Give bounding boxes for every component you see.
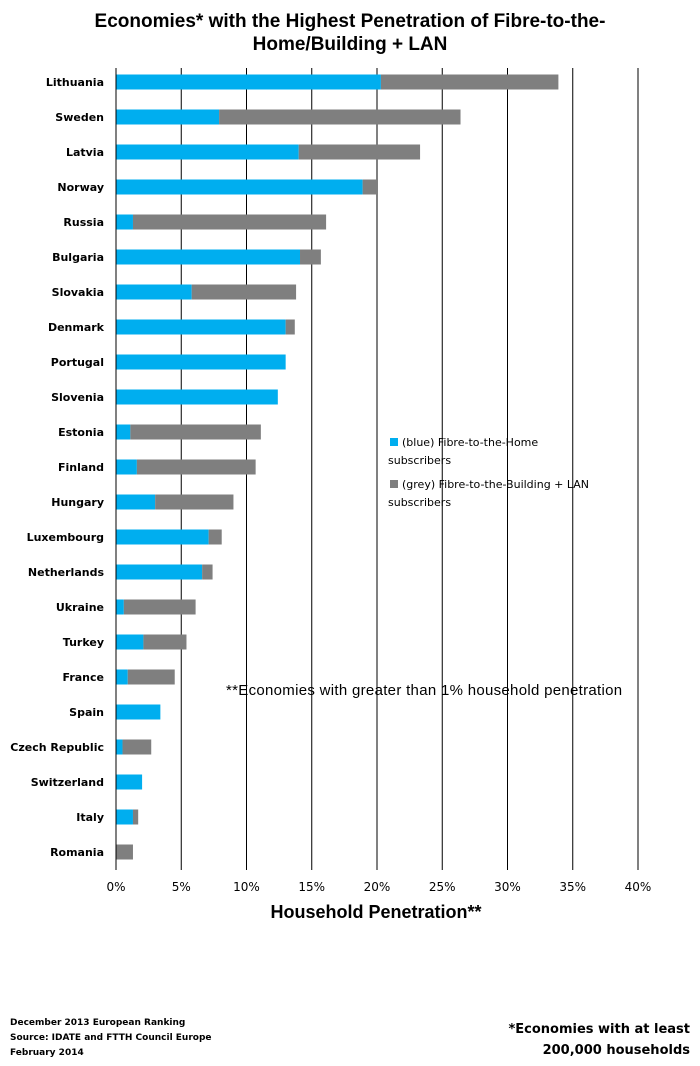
bar-ftth <box>116 669 128 685</box>
footer-source: December 2013 European Ranking Source: I… <box>10 1016 212 1061</box>
x-tick-label: 10% <box>233 880 260 894</box>
bar-ftth <box>116 144 299 160</box>
x-tick-label: 20% <box>364 880 391 894</box>
legend-label-ftb-line-1: (grey) Fibre-to-the-Building + LAN <box>402 478 589 491</box>
bar-fttb-lan <box>300 249 321 265</box>
category-labels: Lithuania Sweden Latvia Norway Russia Bulgari… <box>10 76 104 859</box>
bar-ftth <box>116 74 381 90</box>
bars <box>116 74 559 860</box>
bar-fttb-lan <box>136 459 256 475</box>
bar-fttb-lan <box>143 634 187 650</box>
footer-date: February 2014 <box>10 1048 84 1058</box>
bar-ftth <box>116 529 209 545</box>
x-axis-title: Household Penetration** <box>270 902 481 922</box>
gridlines <box>180 68 639 870</box>
bar-fttb-lan <box>155 494 234 510</box>
category-label: Netherlands <box>28 566 105 579</box>
bar-ftth <box>116 494 156 510</box>
category-label: France <box>63 671 104 684</box>
category-label: Hungary <box>51 496 104 509</box>
bar-fttb-lan <box>127 669 175 685</box>
category-label: Switzerland <box>31 776 104 789</box>
bar-fttb-lan <box>123 599 196 615</box>
bar-ftth <box>116 214 133 230</box>
x-tick-label: 25% <box>429 880 456 894</box>
bar-fttb-lan <box>362 179 377 195</box>
bar-ftth <box>116 284 192 300</box>
category-label: Spain <box>69 706 104 719</box>
category-label: Slovakia <box>52 286 104 299</box>
bar-fttb-lan <box>132 214 327 230</box>
bar-ftth <box>116 389 278 405</box>
category-label: Bulgaria <box>52 251 104 264</box>
bar-ftth <box>116 354 286 370</box>
category-label: Lithuania <box>46 76 104 89</box>
bar-ftth <box>116 704 161 720</box>
bar-ftth <box>116 249 301 265</box>
chart-title-line-2: Home/Building + LAN <box>252 34 448 55</box>
bar-fttb-lan <box>298 144 421 160</box>
bar-fttb-lan <box>202 564 213 580</box>
bar-ftth <box>116 179 363 195</box>
footer-note-line-1: *Economies with at least <box>508 1022 690 1037</box>
category-label: Finland <box>58 461 104 474</box>
bar-fttb-lan <box>116 844 133 860</box>
bar-fttb-lan <box>122 739 152 755</box>
x-tick-label: 30% <box>494 880 521 894</box>
penetration-note: **Economies with greater than 1% househo… <box>226 682 622 699</box>
category-label: Romania <box>50 846 104 859</box>
bar-ftth <box>116 774 143 790</box>
x-tick-labels: 0% 5% 10% 15% 20% 25% 30% 35% 40% <box>106 880 651 894</box>
bar-ftth <box>116 459 137 475</box>
category-label: Estonia <box>58 426 104 439</box>
bar-ftth <box>116 739 123 755</box>
category-label: Czech Republic <box>10 741 104 754</box>
legend-label-fth-line-1: (blue) Fibre-to-the-Home <box>402 436 538 449</box>
bar-ftth <box>116 599 124 615</box>
bar-ftth <box>116 424 131 440</box>
bar-ftth <box>116 809 133 825</box>
footer-source-line: Source: IDATE and FTTH Council Europe <box>10 1033 212 1043</box>
x-tick-label: 0% <box>106 880 125 894</box>
bar-fttb-lan <box>285 319 295 335</box>
legend-swatch-fth <box>390 438 398 446</box>
footer-note-line-2: 200,000 households <box>542 1043 690 1058</box>
chart-title-line-1: Economies* with the Highest Penetration … <box>94 11 606 32</box>
bar-fttb-lan <box>208 529 222 545</box>
bar-fttb-lan <box>191 284 297 300</box>
x-tick-label: 15% <box>298 880 325 894</box>
bar-fttb-lan <box>130 424 261 440</box>
footer-economies-note: *Economies with at least 200,000 househo… <box>508 1019 690 1061</box>
legend: (blue) Fibre-to-the-Home subscribers (gr… <box>388 436 589 509</box>
category-label: Turkey <box>63 636 104 649</box>
category-label: Denmark <box>48 321 105 334</box>
category-label: Russia <box>63 216 104 229</box>
bar-fttb-lan <box>380 74 559 90</box>
category-label: Italy <box>76 811 104 824</box>
category-label: Norway <box>57 181 104 194</box>
category-label: Sweden <box>55 111 104 124</box>
bar-chart: Lithuania Sweden Latvia Norway Russia Bulgari… <box>10 68 651 922</box>
bar-ftth <box>116 634 144 650</box>
bar-ftth <box>116 319 286 335</box>
category-label: Portugal <box>51 356 104 369</box>
legend-label-fth-line-2: subscribers <box>388 454 451 467</box>
bar-ftth <box>116 109 220 125</box>
footer-ranking: December 2013 European Ranking <box>10 1018 186 1028</box>
category-label: Ukraine <box>56 601 104 614</box>
legend-swatch-ftb <box>390 480 398 488</box>
category-label: Luxembourg <box>27 531 104 544</box>
legend-label-ftb-line-2: subscribers <box>388 496 451 509</box>
chart-title: Economies* with the Highest Penetration … <box>0 10 700 56</box>
x-tick-label: 5% <box>172 880 191 894</box>
x-tick-label: 35% <box>559 880 586 894</box>
category-label: Latvia <box>66 146 104 159</box>
x-tick-label: 40% <box>625 880 652 894</box>
bar-fttb-lan <box>132 809 139 825</box>
category-label: Slovenia <box>51 391 104 404</box>
bar-ftth <box>116 564 203 580</box>
bar-fttb-lan <box>219 109 461 125</box>
